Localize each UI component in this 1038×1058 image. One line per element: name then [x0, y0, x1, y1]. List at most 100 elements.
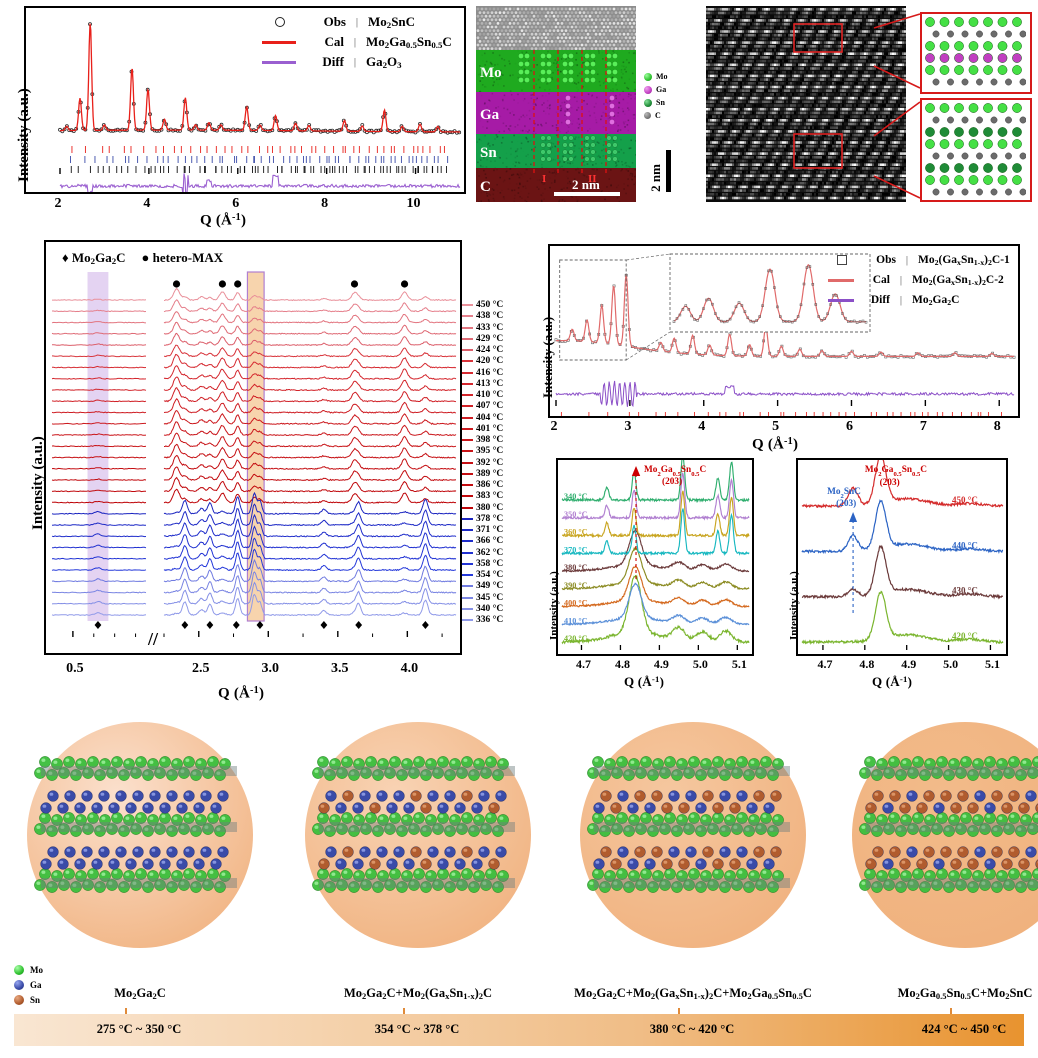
xtick-label: 5.1 [984, 657, 1000, 671]
temperature-label: 438 °C [462, 311, 503, 321]
temperature-value: 340 °C [476, 603, 504, 614]
inset-top-structure [922, 14, 1027, 88]
scalebar-bar-icon [666, 150, 671, 192]
temperature-color-swatch [462, 326, 473, 329]
legend-key-cal: Cal [324, 34, 345, 49]
xtick-label: 4.8 [859, 657, 875, 671]
temperature-label: 380 °C [462, 503, 503, 513]
xtick-label: 2 [550, 419, 558, 434]
xtick-label: 4.9 [901, 657, 917, 671]
temperature-label: 386 °C [462, 480, 503, 490]
temperature-label: 336 °C [462, 615, 503, 625]
temperature-value: 401 °C [476, 423, 504, 434]
legend-phase-0: Mo2SnC [368, 13, 416, 31]
temperature-label: 395 °C [462, 446, 503, 456]
legend-key-obs: Obs [876, 254, 896, 266]
temperature-value: 438 °C [476, 311, 504, 322]
panel-d-legend: ♦ Mo2Ga2C ● hetero-MAX [62, 250, 223, 266]
atom-legend-label: Mo [656, 72, 668, 81]
xtick-label: 4.7 [817, 657, 833, 671]
temperature-value: 371 °C [476, 525, 504, 535]
cal-line-icon [828, 278, 854, 282]
temperature-value: 450 °C [476, 300, 504, 310]
xtick-label: 6 [232, 196, 240, 211]
atom-legend-label: Mo [30, 964, 43, 975]
xtick-label: 4.9 [653, 657, 669, 671]
temperature-value: 392 °C [476, 457, 504, 468]
xtick-label: 6 [845, 419, 853, 434]
panel-h-temperature-ribbon: 275 °C ~ 350 °C 354 °C ~ 378 °C 380 °C ~ 4… [14, 1014, 1024, 1046]
temperature-value: 433 °C [476, 322, 504, 333]
temperature-color-swatch [462, 619, 473, 621]
temperature-label: 404 °C [462, 413, 503, 423]
temperature-label: 416 °C [462, 368, 503, 378]
mo-sphere-icon [644, 72, 652, 81]
legend-phase-2: Mo2Ga2C [912, 293, 960, 307]
panel-d-waterfall: // [44, 240, 462, 655]
xtick-label: 5 [772, 419, 780, 434]
panel-f-xlabel: Q (Å-1) [624, 674, 665, 689]
temperature-range-label: 275 °C ~ 350 °C [96, 1022, 182, 1036]
temperature-label: 407 °C [462, 401, 503, 411]
panel-d-xlabel: Q (Å-1) [218, 685, 265, 702]
legend-tick-icon: | [905, 254, 909, 266]
temperature-label: 429 °C [462, 334, 503, 344]
panel-c-inset-top [920, 12, 1032, 94]
stage-phase-label: Mo2Ga0.5Sn0.5C+Mo2SnC [897, 986, 1033, 1002]
svg-text:II: II [588, 173, 597, 185]
svg-text:Ga: Ga [480, 107, 500, 123]
xtick-label: 7 [919, 419, 927, 434]
svg-text:I: I [542, 173, 546, 185]
temperature-color-swatch [462, 382, 473, 385]
temperature-label: 358 °C [462, 559, 503, 569]
temperature-label: 424 °C [462, 345, 503, 355]
diff-line-icon [262, 60, 296, 64]
panel-b-eds-maps: Mo Ga Sn C I II 2 nm [476, 6, 636, 202]
temperature-color-swatch [462, 574, 473, 576]
temperature-color-swatch [462, 551, 473, 554]
temperature-color-swatch [462, 596, 473, 599]
temperature-color-swatch [462, 607, 473, 610]
panel-e-legend: Obs | Mo2(GaxSn1-x)2C-1 Cal | Mo2(GaxSn1… [824, 250, 1010, 310]
temperature-value: 366 °C [476, 536, 504, 547]
temperature-value: 358 °C [476, 558, 504, 569]
svg-text:C: C [480, 179, 491, 195]
temperature-label: 378 °C [462, 514, 503, 524]
temperature-value: 395 °C [476, 446, 504, 457]
temperature-color-swatch [462, 495, 473, 498]
temperature-label: 410 °C [462, 390, 503, 400]
xtick-label: 4 [143, 196, 151, 211]
panel-h-schematic [0, 712, 1038, 992]
temperature-label: 389 °C [462, 469, 503, 479]
temperature-color-swatch [462, 394, 473, 396]
xtick-label: 4.8 [614, 657, 630, 671]
temperature-color-swatch [462, 529, 473, 531]
svg-text:Sn: Sn [480, 145, 497, 161]
temperature-color-swatch [462, 484, 473, 486]
panel-f-xticks: 4.7 4.8 4.9 5.0 5.1 [556, 657, 754, 675]
atom-legend-mo: Mo [644, 70, 700, 83]
xtick-label: 5.1 [731, 657, 747, 671]
temperature-value: 416 °C [476, 367, 504, 378]
diff-line-icon [828, 298, 854, 302]
legend-key-diff: Diff [322, 54, 344, 69]
temperature-label: 349 °C [462, 581, 503, 591]
panel-e-plot [554, 253, 1016, 434]
circle-marker-icon: ● [141, 250, 150, 266]
panel-e-rietveld [548, 244, 1020, 434]
temperature-label: 433 °C [462, 323, 503, 333]
temperature-value: 386 °C [476, 480, 504, 490]
legend-tick-icon: | [899, 294, 903, 306]
atom-legend-label: Sn [30, 994, 41, 1005]
stage-crystal-structure [587, 756, 790, 893]
atom-legend-c: C [644, 109, 700, 122]
inset-bottom-structure [922, 100, 1027, 196]
legend-row-diff: Diff | Ga2O3 [262, 52, 462, 72]
panel-b-scalebar: 2 nm [648, 150, 687, 192]
atom-legend-label: C [655, 111, 661, 120]
panel-a-rietveld [24, 6, 466, 200]
xtick-label: 3 [624, 419, 632, 434]
xtick-label: 10 [406, 196, 421, 211]
